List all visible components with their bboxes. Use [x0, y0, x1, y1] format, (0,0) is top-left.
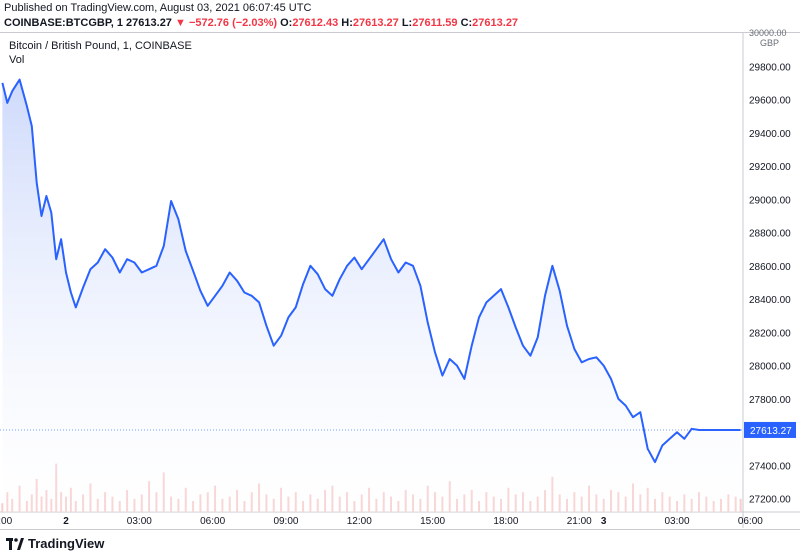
x-tick-label: 18:00 [493, 516, 518, 527]
x-tick-label: 06:00 [200, 516, 225, 527]
price-area-fill [2, 79, 741, 512]
y-tick-label: 30000.00 [749, 28, 787, 38]
y-tick-label: 28200.00 [749, 328, 791, 339]
x-tick-label: 21:00 [567, 516, 592, 527]
y-tick-label: 27800.00 [749, 395, 791, 406]
x-tick-label: 15:00 [420, 516, 445, 527]
y-tick-label: 27200.00 [749, 495, 791, 506]
symbol-quote-bar: COINBASE:BTCGBP, 1 27613.27 ▼ −572.76 (−… [4, 17, 518, 29]
open-value: 27612.43 [292, 17, 339, 29]
footer-brand[interactable]: TradingView [6, 536, 104, 551]
x-tick-label: 03:00 [664, 516, 689, 527]
close-value: 27613.27 [472, 17, 519, 29]
y-tick-label: 28600.00 [749, 262, 791, 273]
y-tick-label: 29800.00 [749, 62, 791, 73]
volume-label: Vol [9, 54, 25, 66]
x-tick-label: 12:00 [347, 516, 372, 527]
y-tick-label: 28800.00 [749, 229, 791, 240]
x-tick-label: 03:00 [127, 516, 152, 527]
currency-label: GBP [760, 38, 779, 48]
close-label: C: [460, 17, 473, 29]
open-label: O: [280, 17, 293, 29]
chart-frame [0, 32, 800, 530]
y-tick-label: 27400.00 [749, 461, 791, 472]
published-note: Published on TradingView.com, August 03,… [4, 2, 312, 14]
y-tick-label: 29200.00 [749, 162, 791, 173]
x-tick-label: 2 [63, 516, 69, 527]
high-value: 27613.27 [352, 17, 399, 29]
y-tick-label: 29600.00 [749, 96, 791, 107]
last-price-tag [744, 421, 796, 438]
x-tick-label: 0:00 [0, 516, 13, 527]
y-tick-label: 29400.00 [749, 129, 791, 140]
footer-brand-text: TradingView [28, 536, 105, 551]
price-change: ▼ −572.76 (−2.03%) [175, 17, 278, 29]
last-price: 27613.27 [126, 17, 172, 29]
low-label: L: [401, 17, 413, 29]
x-tick-label: 06:00 [738, 516, 763, 527]
y-tick-label: 29000.00 [749, 195, 791, 206]
pane-title: Bitcoin / British Pound, 1, COINBASE [9, 40, 192, 52]
y-tick-label: 28000.00 [749, 362, 791, 373]
price-line [1, 78, 741, 464]
low-value: 27611.59 [412, 17, 458, 29]
high-label: H: [341, 17, 353, 29]
symbol-name[interactable]: COINBASE:BTCGBP, 1 [4, 17, 123, 29]
x-tick-label: 3 [601, 516, 607, 527]
x-tick-label: 09:00 [273, 516, 298, 527]
tradingview-logo-icon [6, 537, 24, 550]
last-price-tag-label: 27613.27 [750, 426, 792, 437]
y-tick-label: 28400.00 [749, 295, 791, 306]
